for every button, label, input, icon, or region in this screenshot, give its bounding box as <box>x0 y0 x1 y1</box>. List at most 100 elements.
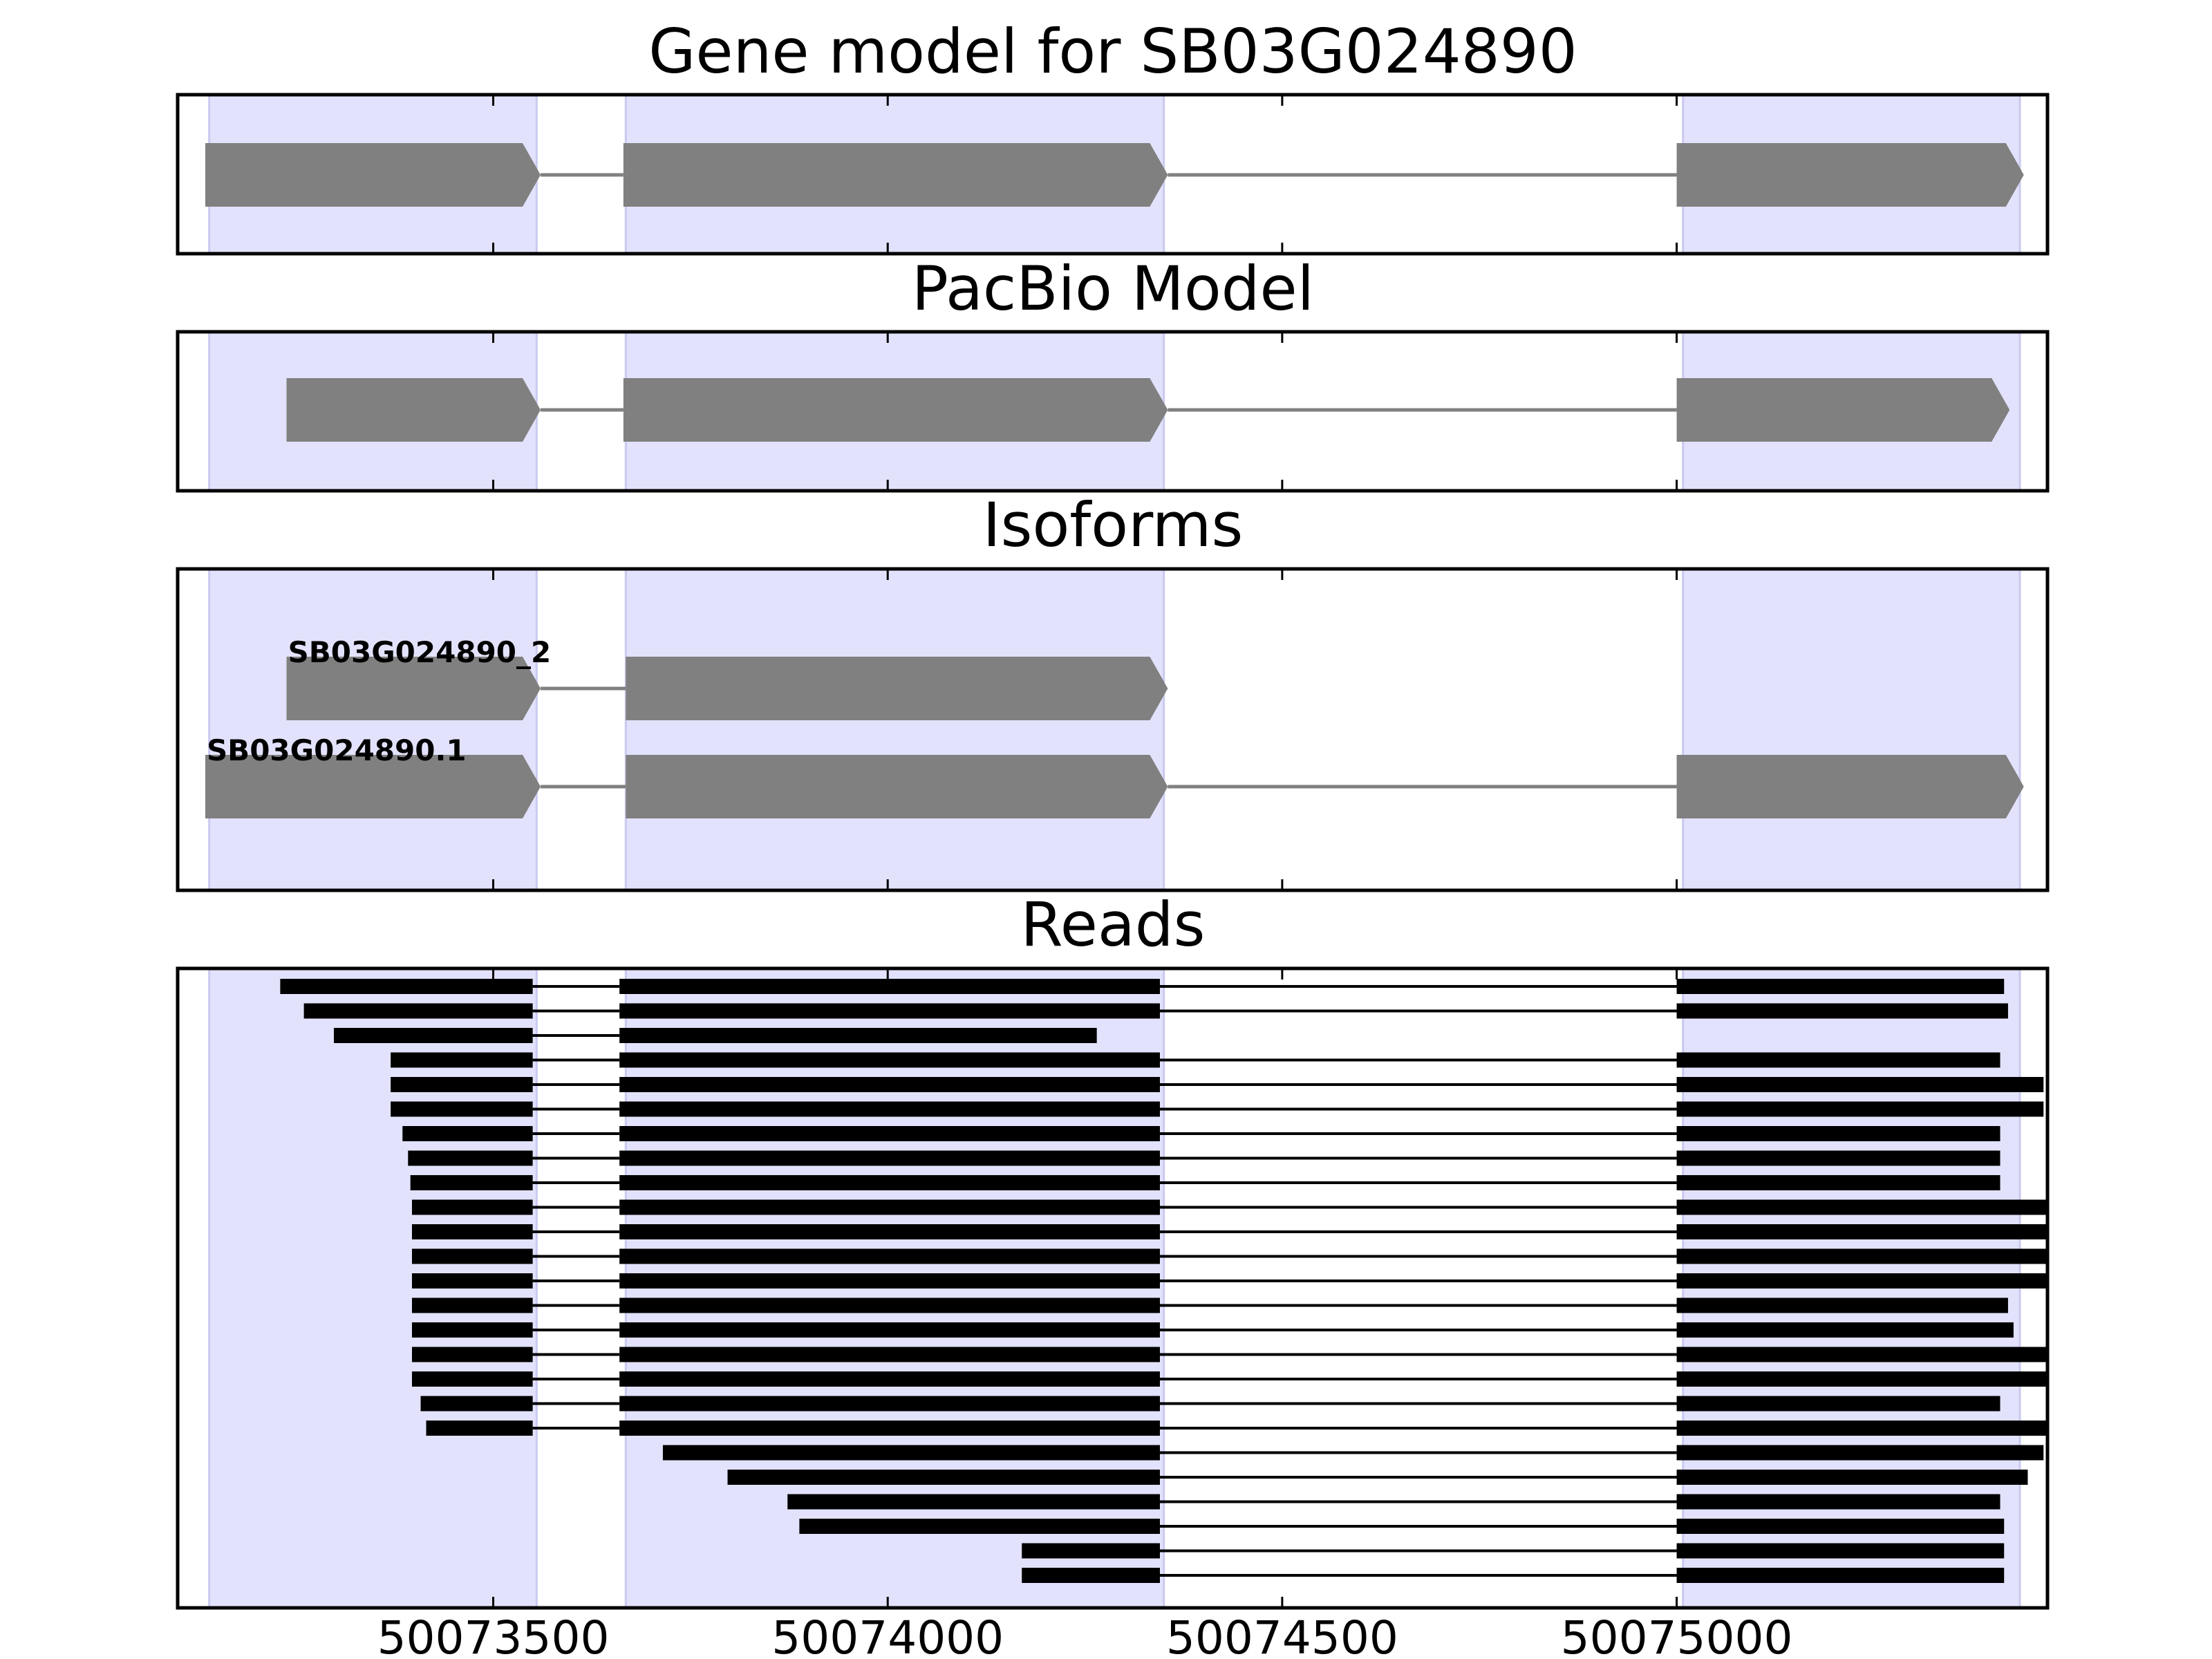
exon-block <box>1676 378 2010 442</box>
read-block <box>619 1101 1160 1117</box>
exon-block <box>205 143 541 207</box>
read-block <box>1676 1371 2047 1387</box>
read-block <box>1676 1224 2047 1239</box>
read-block <box>799 1519 1160 1534</box>
read-block <box>1022 1543 1160 1559</box>
read-block <box>1676 1297 2008 1313</box>
read-block <box>1676 1322 2014 1338</box>
read-block <box>411 1224 533 1239</box>
read-block <box>1676 1101 2044 1117</box>
isoforms-highlights <box>208 568 2021 892</box>
exon-block <box>1676 755 2024 818</box>
read-block <box>1676 1470 2028 1485</box>
isoforms-axes-frame <box>176 567 2050 892</box>
read-block <box>662 1445 1160 1461</box>
read-block <box>411 1322 533 1338</box>
exon-block <box>626 657 1168 720</box>
exon-block <box>626 755 1168 818</box>
isoform-label: SB03G024890.1 <box>207 733 467 767</box>
read-block <box>391 1101 533 1117</box>
pacbio-model-axes-frame <box>176 330 2050 493</box>
pacbio-model-features <box>286 378 2010 442</box>
read-block <box>1676 1126 2000 1141</box>
isoforms-panel: Isoforms SB03G024890_2 SB03G024890.1 <box>176 489 2050 892</box>
read-block <box>1676 1052 2000 1068</box>
pacbio-model-ticks <box>492 332 1678 491</box>
read-block <box>619 1273 1160 1288</box>
read-block <box>1676 1199 2047 1215</box>
read-block <box>1676 1003 2008 1019</box>
exon-block <box>286 378 541 442</box>
read-block <box>619 1396 1160 1412</box>
x-axis-tick-labels: 50073500 50074000 50074500 50075000 <box>377 1611 1793 1659</box>
isoforms-features: SB03G024890_2 SB03G024890.1 <box>205 635 2024 818</box>
gene-model-panel: Gene model for SB03G024890 <box>176 16 2050 256</box>
read-block <box>411 1273 533 1288</box>
gene-model-axes-frame <box>176 93 2050 256</box>
read-block <box>411 1199 533 1215</box>
reads-ticks <box>492 968 1678 1608</box>
read-block <box>619 1052 1160 1068</box>
read-block <box>280 979 533 994</box>
exon-block <box>286 657 541 720</box>
read-block <box>391 1077 533 1092</box>
exon-block <box>205 755 541 818</box>
read-block <box>619 1322 1160 1338</box>
reads-axes-frame <box>176 966 2050 1610</box>
exon-highlight-region <box>624 568 1165 892</box>
x-tick-label: 50075000 <box>1561 1611 1793 1659</box>
read-block <box>1676 1445 2044 1461</box>
read-block <box>1022 1568 1160 1583</box>
read-block <box>1676 979 2005 994</box>
read-block <box>619 1297 1160 1313</box>
read-block <box>426 1421 533 1436</box>
isoforms-ticks <box>492 569 1678 890</box>
exon-block <box>623 378 1168 442</box>
read-block <box>727 1470 1160 1485</box>
read-block <box>1676 1421 2047 1436</box>
read-block <box>619 1003 1160 1019</box>
read-block <box>1676 1175 2000 1190</box>
exon-highlight-region <box>1682 568 2021 892</box>
read-block <box>420 1396 533 1412</box>
read-block <box>410 1175 533 1190</box>
read-block <box>619 1199 1160 1215</box>
read-block <box>619 1077 1160 1092</box>
read-block <box>619 1371 1160 1387</box>
read-block <box>411 1371 533 1387</box>
isoform-label: SB03G024890_2 <box>288 635 552 669</box>
read-block <box>619 1347 1160 1362</box>
read-block <box>1676 1150 2000 1166</box>
x-tick-label: 50073500 <box>377 1611 610 1659</box>
read-block <box>619 1224 1160 1239</box>
read-block <box>1676 1273 2047 1288</box>
gene-model-title: Gene model for SB03G024890 <box>648 16 1577 87</box>
exon-block <box>1676 143 2024 207</box>
isoforms-title: Isoforms <box>983 489 1244 561</box>
read-block <box>333 1028 533 1043</box>
read-block <box>411 1347 533 1362</box>
reads-panel: Reads <box>176 889 2050 1610</box>
read-block <box>1676 1568 2005 1583</box>
read-block <box>787 1494 1160 1510</box>
pacbio-model-panel: PacBio Model <box>176 253 2050 493</box>
read-block <box>408 1150 533 1166</box>
x-tick-label: 50074500 <box>1166 1611 1398 1659</box>
read-block <box>1676 1347 2047 1362</box>
gene-model-ticks <box>492 95 1678 254</box>
read-block <box>1676 1077 2044 1092</box>
read-block <box>619 1028 1097 1043</box>
exon-block <box>623 143 1168 207</box>
read-block <box>619 1248 1160 1264</box>
read-block <box>619 1126 1160 1141</box>
pacbio-model-title: PacBio Model <box>912 253 1314 324</box>
read-block <box>1676 1494 2000 1510</box>
reads-features <box>280 979 2047 1583</box>
read-block <box>619 1175 1160 1190</box>
read-block <box>1676 1248 2047 1264</box>
read-block <box>411 1248 533 1264</box>
read-block <box>391 1052 533 1068</box>
read-block <box>411 1297 533 1313</box>
read-block <box>1676 1396 2000 1412</box>
